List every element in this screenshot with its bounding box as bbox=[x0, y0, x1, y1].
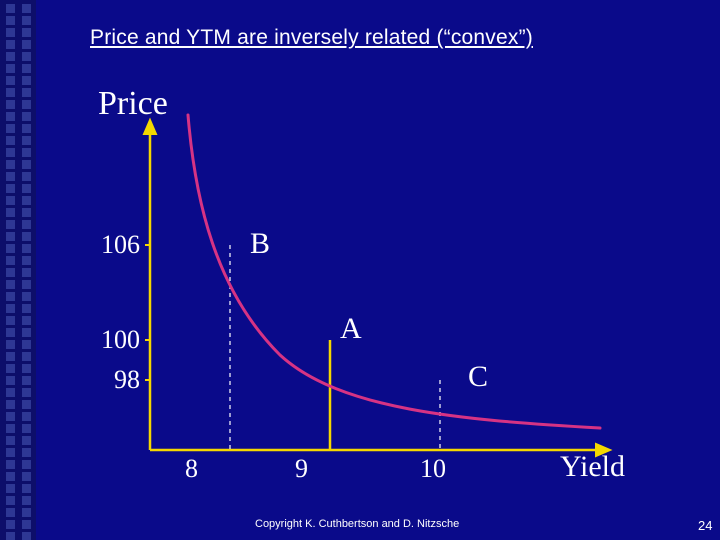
point-label: A bbox=[340, 312, 362, 346]
price-yield-chart: Price 106 100 98 8 9 10 B A C Yield bbox=[80, 80, 650, 500]
x-tick-label: 9 bbox=[295, 454, 308, 484]
left-decoration bbox=[0, 0, 36, 540]
y-axis-title: Price bbox=[98, 85, 168, 123]
point-label: B bbox=[250, 227, 270, 261]
x-tick-label: 8 bbox=[185, 454, 198, 484]
x-tick-label: 10 bbox=[420, 454, 446, 484]
slide-number: 24 bbox=[698, 518, 712, 533]
point-label: C bbox=[468, 360, 488, 394]
slide-title: Price and YTM are inversely related (“co… bbox=[90, 26, 643, 50]
y-tick-label: 100 bbox=[90, 325, 140, 355]
x-axis-title: Yield bbox=[560, 450, 625, 484]
y-tick-label: 106 bbox=[90, 230, 140, 260]
y-tick-label: 98 bbox=[90, 365, 140, 395]
slide: Price and YTM are inversely related (“co… bbox=[0, 0, 720, 540]
slide-title-text: Price and YTM are inversely related (“co… bbox=[90, 26, 533, 49]
copyright-text: Copyright K. Cuthbertson and D. Nitzsche bbox=[255, 518, 459, 530]
